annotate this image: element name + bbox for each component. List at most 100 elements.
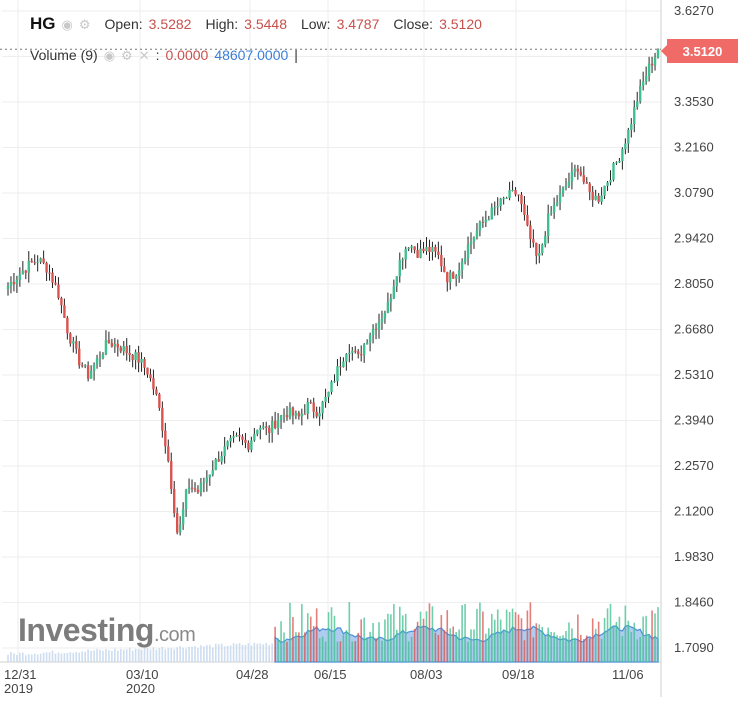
candle-body: [333, 381, 336, 383]
volume-bar: [238, 643, 241, 662]
candle-body: [238, 435, 241, 437]
gear-icon[interactable]: ⚙: [121, 48, 133, 63]
volume-bar: [342, 634, 345, 662]
volume-bar: [179, 646, 181, 662]
volume-bar: [642, 616, 644, 662]
candle-body: [60, 298, 63, 306]
candle-body: [454, 275, 458, 279]
candle-body: [377, 322, 381, 330]
candle-body: [321, 401, 324, 414]
volume-bar: [57, 652, 60, 662]
y-tick-label: 3.3530: [674, 94, 714, 109]
volume-bar: [155, 649, 158, 662]
volume-bar: [449, 628, 452, 662]
volume-bar: [7, 654, 9, 662]
volume-bar: [69, 652, 72, 662]
volume-bar: [594, 628, 597, 662]
candle-body: [624, 143, 627, 150]
candle-body: [27, 260, 30, 273]
volume-bar: [633, 622, 636, 662]
volume-bar: [128, 647, 131, 662]
candle-body: [39, 258, 42, 262]
x-tick-label: 06/15: [314, 667, 347, 682]
candle-body: [362, 344, 366, 356]
volume-bar: [318, 638, 321, 662]
candle-body: [63, 305, 66, 318]
volume-bar: [108, 650, 110, 662]
candle-body: [440, 255, 443, 267]
candle-body: [621, 149, 624, 162]
y-tick-label: 1.9830: [674, 549, 714, 564]
volume-value-1: 0.0000: [165, 47, 209, 63]
candle-body: [469, 241, 473, 245]
volume-bar: [529, 602, 532, 662]
candle-body: [532, 239, 535, 243]
eye-icon[interactable]: ◉: [103, 48, 116, 63]
candle-body: [368, 335, 372, 343]
volume-bar: [375, 638, 377, 662]
candle-body: [36, 261, 39, 263]
candle-body: [555, 202, 559, 206]
candle-body: [496, 206, 499, 208]
candle-body: [552, 205, 556, 213]
volume-bar: [295, 632, 297, 662]
candle-body: [125, 346, 128, 353]
volume-bar: [315, 608, 318, 662]
volume-bar: [119, 648, 122, 662]
candle-body: [259, 427, 262, 430]
volume-bar: [493, 619, 496, 662]
volume-bar: [229, 645, 232, 662]
close-icon[interactable]: ✕: [138, 48, 150, 63]
volume-bar: [16, 655, 18, 662]
candle-body: [576, 168, 580, 172]
candle-body: [89, 371, 93, 379]
candle-body: [546, 213, 550, 237]
volume-bar: [505, 609, 508, 662]
candle-body: [303, 413, 307, 415]
volume-bar: [378, 622, 380, 662]
eye-icon[interactable]: ◉: [61, 17, 73, 32]
candle-body: [30, 260, 33, 263]
volume-bar: [470, 629, 472, 662]
candle-body: [158, 394, 161, 408]
volume-bar: [559, 636, 561, 662]
volume-bar: [206, 645, 208, 662]
volume-bar: [339, 641, 342, 662]
volume-bar: [580, 634, 582, 662]
volume-bar: [170, 648, 173, 662]
candle-body: [570, 171, 574, 182]
candle-body: [633, 107, 636, 124]
volume-bar: [324, 641, 327, 662]
candle-body: [615, 162, 618, 164]
volume-bar: [565, 630, 567, 662]
volume-bar: [214, 643, 217, 662]
volume-bar: [404, 613, 407, 662]
volume-bar: [502, 630, 505, 662]
volume-bar: [117, 650, 119, 662]
volume-bar: [333, 615, 336, 662]
volume-bar: [654, 613, 656, 662]
volume-bar: [544, 636, 547, 662]
candle-body: [630, 123, 633, 130]
candle-body: [140, 358, 143, 363]
candle-body: [357, 351, 360, 355]
volume-bar: [99, 649, 101, 662]
candle-body: [600, 195, 603, 202]
volume-bar: [232, 643, 235, 662]
volume-bar: [416, 621, 419, 662]
candle-body: [526, 214, 529, 226]
gear-icon[interactable]: ⚙: [78, 17, 91, 32]
candle-body: [336, 366, 339, 382]
volume-bar: [348, 602, 351, 662]
candle-body: [226, 441, 229, 447]
candle-body: [324, 396, 327, 402]
candle-body: [214, 459, 217, 471]
volume-bar: [122, 649, 125, 662]
volume-bar: [488, 628, 490, 662]
candle-body: [253, 434, 256, 441]
volume-bar: [354, 641, 357, 662]
volume-bar: [612, 625, 615, 662]
candle-body: [21, 270, 25, 275]
